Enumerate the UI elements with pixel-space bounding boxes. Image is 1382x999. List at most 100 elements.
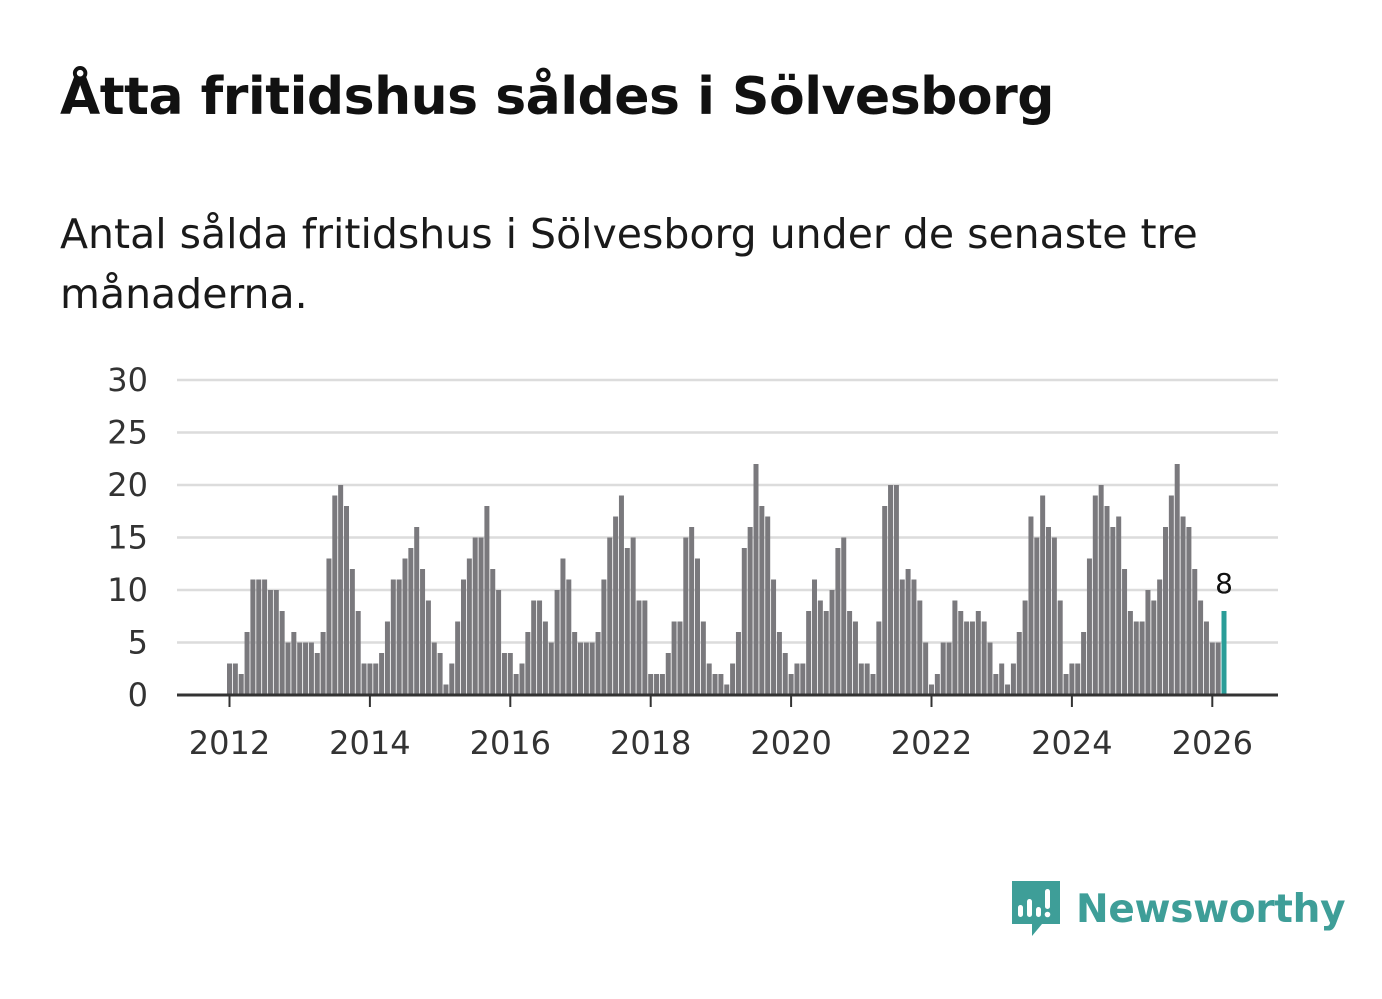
bar [858, 663, 864, 695]
bar [800, 663, 806, 695]
bar [1081, 632, 1087, 695]
bar [244, 632, 250, 695]
bar [934, 674, 940, 695]
bar [338, 485, 344, 695]
bar [572, 632, 578, 695]
bar [227, 663, 232, 695]
bar [1110, 527, 1116, 695]
bar [817, 600, 823, 695]
bar [443, 684, 449, 695]
y-tick-label: 20 [107, 466, 148, 504]
y-tick-label: 30 [107, 361, 148, 399]
bar [1198, 600, 1204, 695]
bar [1168, 495, 1174, 695]
bar [929, 684, 934, 695]
bar [659, 674, 665, 695]
bar [466, 558, 472, 695]
bar [408, 548, 414, 695]
bar [1133, 621, 1139, 695]
bar [624, 548, 630, 695]
bar [425, 600, 431, 695]
x-tick-label: 2024 [1031, 724, 1112, 762]
bar [969, 621, 975, 695]
bar [794, 663, 800, 695]
bar [537, 600, 543, 695]
bar [542, 621, 548, 695]
x-tick-label: 2014 [329, 724, 410, 762]
bar [455, 621, 461, 695]
bar [882, 506, 888, 695]
bar [607, 537, 613, 695]
bar [501, 653, 507, 695]
bar [1151, 600, 1157, 695]
x-tick-label: 2020 [750, 724, 831, 762]
x-tick-label: 2022 [891, 724, 972, 762]
bar [273, 590, 279, 695]
chart-subtitle: Antal sålda fritidshus i Sölvesborg unde… [60, 210, 1198, 318]
bar [303, 642, 309, 695]
bar [437, 653, 443, 695]
bar [1034, 537, 1040, 695]
bar [1104, 506, 1110, 695]
bar [689, 527, 695, 695]
bar [1051, 537, 1057, 695]
bar [531, 600, 537, 695]
bar [1069, 663, 1075, 695]
bar [1192, 569, 1198, 695]
y-tick-label: 5 [128, 624, 148, 662]
bar [262, 579, 268, 695]
chart-title: Åtta fritidshus såldes i Sölvesborg [60, 67, 1054, 127]
bar [1215, 642, 1221, 695]
bar [613, 516, 619, 695]
bar [548, 642, 554, 695]
bar [1046, 527, 1051, 695]
bar [379, 653, 385, 695]
bar [806, 611, 812, 695]
bar [706, 663, 712, 695]
bar [496, 590, 502, 695]
bar [578, 642, 583, 695]
newsworthy-logo: Newsworthy [1008, 878, 1346, 940]
bar [332, 495, 338, 695]
bar [765, 516, 771, 695]
bar [367, 663, 373, 695]
bar [554, 590, 560, 695]
y-tick-label: 10 [107, 571, 148, 609]
x-tick-label: 2026 [1172, 724, 1253, 762]
bar [1016, 632, 1022, 695]
bar [952, 600, 958, 695]
bar [1057, 600, 1063, 695]
bar [449, 663, 455, 695]
bar [829, 590, 835, 695]
y-tick-label: 25 [107, 414, 148, 452]
bar [987, 642, 993, 695]
bar [420, 569, 426, 695]
bar [630, 537, 636, 695]
bar [472, 537, 478, 695]
bar [414, 527, 420, 695]
bar [741, 548, 747, 695]
bar [384, 621, 390, 695]
y-tick-label: 15 [107, 519, 148, 557]
bar [238, 674, 244, 695]
bar [771, 579, 777, 695]
bar [1163, 527, 1168, 695]
bar [402, 558, 408, 695]
bar [1086, 558, 1092, 695]
bar [981, 621, 987, 695]
bar [876, 621, 882, 695]
bar [1116, 516, 1122, 695]
bar [1145, 590, 1151, 695]
bar [291, 632, 297, 695]
bar [1063, 674, 1069, 695]
bar [905, 569, 911, 695]
bar [361, 663, 367, 695]
bar [1157, 579, 1163, 695]
bar [695, 558, 700, 695]
bar [1122, 569, 1128, 695]
bar [788, 674, 794, 695]
bar [349, 569, 355, 695]
bar [782, 653, 788, 695]
bar [601, 579, 607, 695]
bar [917, 600, 923, 695]
